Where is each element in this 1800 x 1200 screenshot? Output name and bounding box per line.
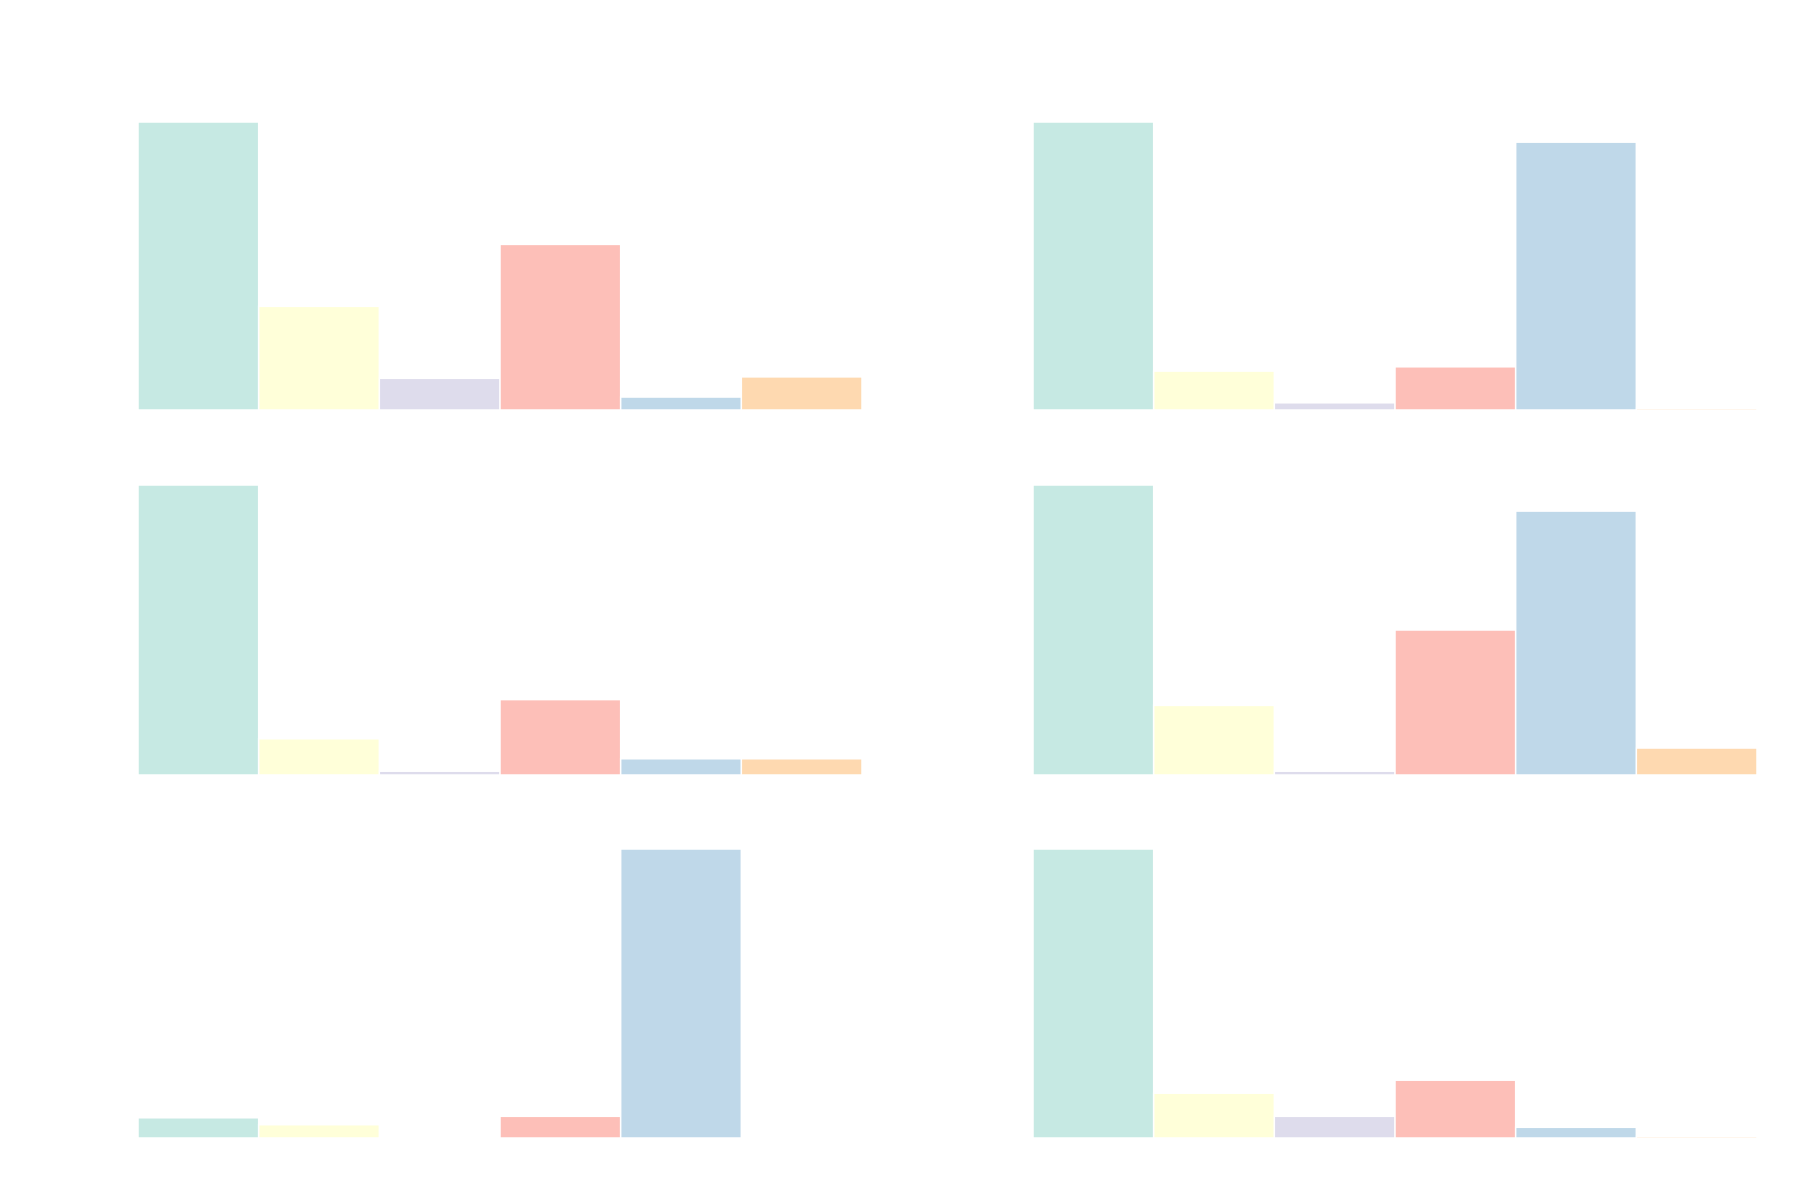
bar-6-6 [1635, 1135, 1758, 1139]
bar-4-4 [1394, 629, 1517, 776]
bar-4-5 [1514, 510, 1638, 776]
bar-2-1 [1032, 121, 1155, 411]
bar-panel-1 [137, 121, 863, 411]
bar-5-2 [257, 1123, 381, 1139]
bar-4-6 [1635, 747, 1758, 776]
bar-1-1 [137, 121, 260, 411]
bar-2-6 [1635, 407, 1758, 411]
bar-3-4 [499, 698, 622, 776]
bar-panel-3 [137, 484, 863, 776]
bar-4-1 [1032, 484, 1155, 776]
bar-6-5 [1514, 1126, 1638, 1139]
bar-3-5 [619, 758, 743, 776]
bar-6-4 [1394, 1079, 1517, 1139]
bar-2-5 [1514, 141, 1638, 411]
bar-1-3 [378, 377, 501, 411]
bar-6-1 [1032, 848, 1155, 1139]
bar-5-5 [619, 848, 743, 1139]
bar-1-2 [257, 305, 381, 411]
bar-3-6 [740, 758, 863, 776]
bar-1-5 [619, 396, 743, 411]
bar-panel-2 [1032, 121, 1758, 411]
bar-6-2 [1152, 1092, 1276, 1139]
bar-5-1 [137, 1117, 260, 1139]
bar-1-6 [740, 376, 863, 411]
bar-3-2 [257, 738, 381, 776]
bar-1-4 [499, 243, 622, 411]
bar-3-1 [137, 484, 260, 776]
bar-3-3 [378, 770, 501, 776]
bar-5-4 [499, 1115, 622, 1139]
bar-4-3 [1273, 770, 1396, 776]
bar-6-3 [1273, 1115, 1396, 1139]
bar-2-3 [1273, 402, 1396, 411]
bar-panel-4 [1032, 484, 1758, 776]
bar-panel-6 [1032, 848, 1758, 1139]
bar-2-2 [1152, 370, 1276, 411]
bar-4-2 [1152, 704, 1276, 776]
bar-panel-5 [137, 848, 743, 1139]
bar-2-4 [1394, 366, 1517, 411]
